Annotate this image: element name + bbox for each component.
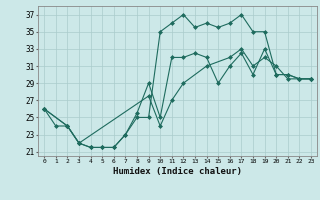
X-axis label: Humidex (Indice chaleur): Humidex (Indice chaleur) [113,167,242,176]
